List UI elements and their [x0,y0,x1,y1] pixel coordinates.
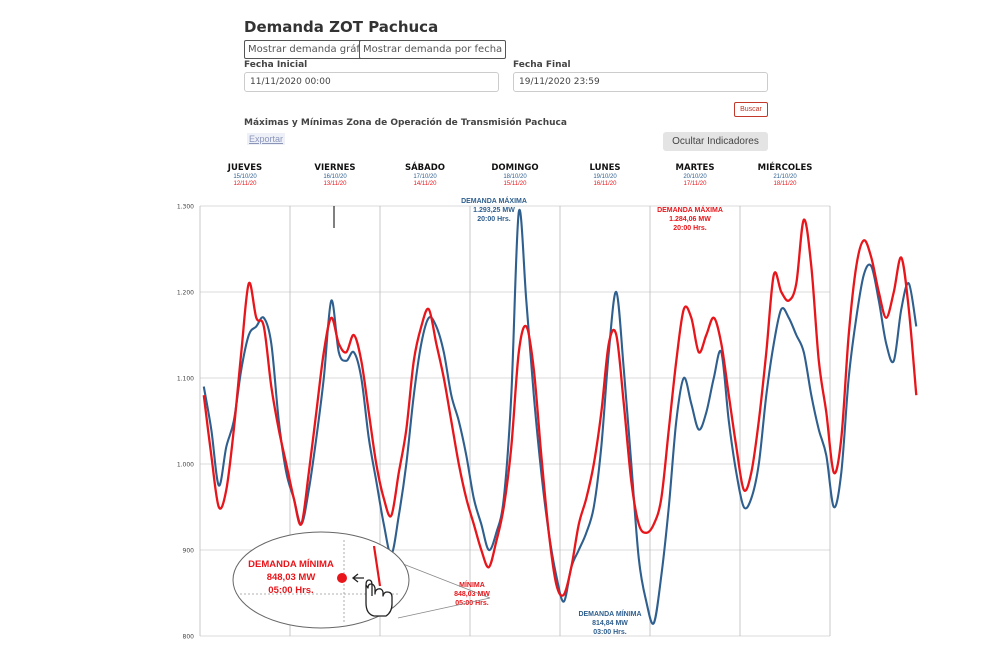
annotation-label: DEMANDA MÍNIMA [578,609,641,618]
arrow-icon [351,573,364,583]
end-date-label: Fecha Final [513,60,571,70]
annotation-label: MÍNIMA [459,580,485,589]
annotation-label: DEMANDA MÁXIMA [461,196,527,205]
callout-connector [397,597,491,619]
show-by-date-button[interactable]: Mostrar demanda por fecha [359,40,507,59]
day-name-label: JUEVES [227,163,262,173]
day-date-blue: 20/10/20 [683,174,707,180]
callout-min-point [337,573,347,583]
page-title: Demanda ZOT Pachuca [244,18,439,36]
day-name-label: LUNES [589,163,620,173]
start-date-input[interactable]: 11/11/2020 00:00 [244,72,499,92]
day-date-blue: 19/10/20 [593,174,617,180]
search-button[interactable]: Buscar [734,102,768,117]
annotation-value: 1.293,25 MW [473,207,515,214]
callout-ellipse [232,531,410,629]
day-date-red: 15/11/20 [504,181,528,187]
annotation-time: 20:00 Hrs. [673,225,707,232]
end-date-input[interactable]: 19/11/2020 23:59 [513,72,768,92]
y-tick-label: 800 [183,634,195,641]
day-date-red: 14/11/20 [414,181,438,187]
day-date-blue: 17/10/20 [413,174,437,180]
y-tick-label: 1.100 [177,376,194,383]
y-tick-label: 900 [183,548,195,555]
day-date-red: 17/11/20 [684,181,708,187]
export-link[interactable]: Exportar [247,133,286,145]
day-name-label: MARTES [676,163,715,173]
day-name-label: SÁBADO [405,161,445,173]
day-name-label: DOMINGO [491,163,538,173]
y-tick-label: 1.000 [177,462,194,469]
annotation-value: 848,03 MW [454,591,490,598]
section-title: Máximas y Mínimas Zona de Operación de T… [244,118,567,128]
annotation-value: 814,84 MW [592,620,628,627]
callout-label: DEMANDA MÍNIMA [248,559,334,570]
day-name-label: MIÉRCOLES [758,161,813,173]
series-line-blue [202,208,918,625]
annotation-time: 20:00 Hrs. [477,216,511,223]
annotation-time: 03:00 Hrs. [593,629,627,636]
hide-indicators-button[interactable]: Ocultar Indicadores [663,132,768,151]
day-date-red: 18/11/20 [774,181,798,187]
day-date-blue: 18/10/20 [503,174,527,180]
hand-pointer-icon [365,579,393,617]
callout-red-segment [372,545,382,587]
day-name-label: VIERNES [314,163,355,173]
y-tick-label: 1.300 [177,204,194,211]
day-date-blue: 15/10/20 [233,174,257,180]
y-tick-label: 1.200 [177,290,194,297]
callout-connector [397,561,491,599]
day-date-red: 12/11/20 [234,181,258,187]
annotation-label: DEMANDA MÁXIMA [657,205,723,214]
callout-time: 05:00 Hrs. [268,585,313,596]
annotation-value: 1.284,06 MW [669,216,711,223]
start-date-label: Fecha Inicial [244,60,308,70]
day-date-red: 13/11/20 [324,181,348,187]
day-date-blue: 21/10/20 [773,174,797,180]
series-line-red [202,218,918,597]
annotation-time: 05:00 Hrs. [455,600,489,607]
day-date-red: 16/11/20 [594,181,618,187]
show-chart-button[interactable]: Mostrar demanda gráfica [244,40,379,59]
callout-value: 848,03 MW [267,572,316,583]
day-date-blue: 16/10/20 [323,174,347,180]
